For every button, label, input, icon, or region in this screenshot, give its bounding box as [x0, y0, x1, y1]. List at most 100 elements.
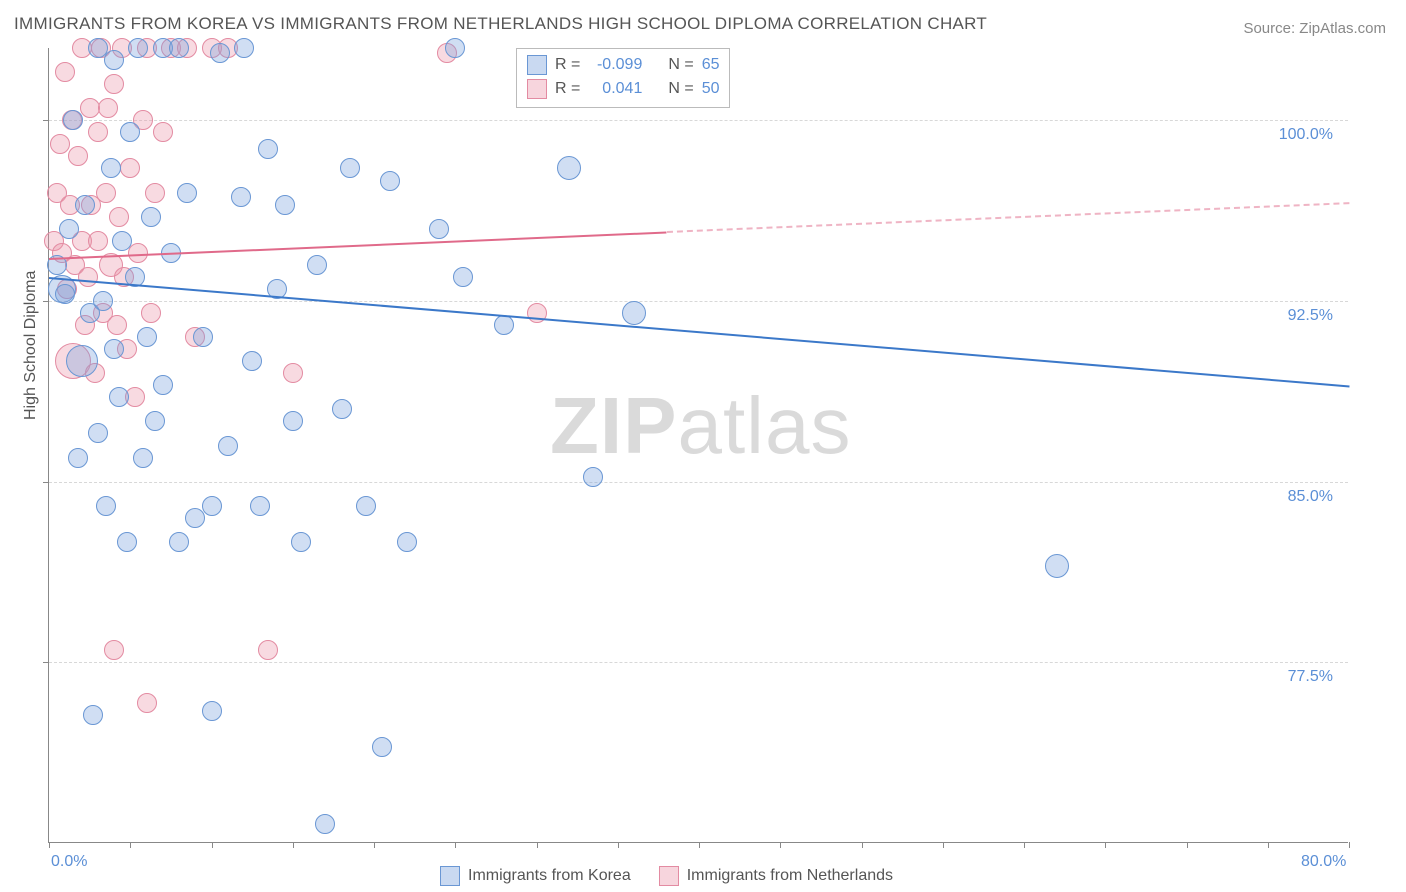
x-tick-label: 0.0% — [51, 853, 87, 871]
data-point — [88, 122, 108, 142]
data-point — [332, 399, 352, 419]
data-point — [193, 327, 213, 347]
data-point — [397, 532, 417, 552]
data-point — [250, 496, 270, 516]
x-tick-mark — [699, 842, 700, 848]
x-tick-mark — [293, 842, 294, 848]
r-value-pink: 0.041 — [588, 77, 642, 101]
x-tick-mark — [374, 842, 375, 848]
data-point — [120, 122, 140, 142]
data-point — [210, 43, 230, 63]
data-point — [380, 171, 400, 191]
data-point — [66, 345, 98, 377]
legend-item-blue: Immigrants from Korea — [440, 866, 631, 886]
r-label: R = — [555, 53, 580, 77]
gridline — [49, 482, 1348, 483]
data-point — [96, 496, 116, 516]
y-tick-mark — [43, 662, 49, 663]
r-value-blue: -0.099 — [588, 53, 642, 77]
data-point — [141, 303, 161, 323]
data-point — [283, 363, 303, 383]
data-point — [55, 62, 75, 82]
data-point — [177, 183, 197, 203]
data-point — [494, 315, 514, 335]
data-point — [1045, 554, 1069, 578]
gridline — [49, 662, 1348, 663]
data-point — [340, 158, 360, 178]
data-point — [88, 231, 108, 251]
r-label: R = — [555, 77, 580, 101]
data-point — [583, 467, 603, 487]
data-point — [258, 640, 278, 660]
data-point — [429, 219, 449, 239]
data-point — [258, 139, 278, 159]
x-tick-mark — [780, 842, 781, 848]
data-point — [104, 339, 124, 359]
n-value-blue: 65 — [702, 53, 720, 77]
x-tick-mark — [455, 842, 456, 848]
data-point — [153, 122, 173, 142]
x-tick-mark — [537, 842, 538, 848]
data-point — [307, 255, 327, 275]
data-point — [557, 156, 581, 180]
chart-title: IMMIGRANTS FROM KOREA VS IMMIGRANTS FROM… — [14, 14, 987, 34]
legend-label-pink: Immigrants from Netherlands — [687, 867, 893, 885]
data-point — [109, 207, 129, 227]
gridline — [49, 301, 1348, 302]
data-point — [128, 38, 148, 58]
data-point — [83, 705, 103, 725]
swatch-pink-icon — [527, 79, 547, 99]
y-tick-label: 77.5% — [1288, 668, 1333, 686]
x-tick-mark — [1268, 842, 1269, 848]
data-point — [137, 327, 157, 347]
trend-line — [49, 277, 1349, 387]
data-point — [128, 243, 148, 263]
data-point — [93, 291, 113, 311]
data-point — [275, 195, 295, 215]
gridline — [49, 120, 1348, 121]
y-tick-mark — [43, 120, 49, 121]
trend-line — [666, 202, 1349, 233]
legend-item-pink: Immigrants from Netherlands — [659, 866, 893, 886]
data-point — [68, 448, 88, 468]
x-tick-mark — [1349, 842, 1350, 848]
correlation-legend-box: R = -0.099 N = 65 R = 0.041 N = 50 — [516, 48, 730, 108]
source-attribution: Source: ZipAtlas.com — [1243, 20, 1386, 37]
x-tick-mark — [862, 842, 863, 848]
data-point — [75, 195, 95, 215]
data-point — [101, 158, 121, 178]
data-point — [315, 814, 335, 834]
data-point — [104, 640, 124, 660]
data-point — [104, 74, 124, 94]
data-point — [117, 532, 137, 552]
x-tick-mark — [212, 842, 213, 848]
data-point — [291, 532, 311, 552]
y-axis-label: High School Diploma — [22, 271, 40, 420]
x-tick-mark — [618, 842, 619, 848]
data-point — [55, 284, 75, 304]
bottom-legend: Immigrants from Korea Immigrants from Ne… — [440, 866, 893, 886]
x-tick-mark — [1187, 842, 1188, 848]
data-point — [50, 134, 70, 154]
data-point — [283, 411, 303, 431]
x-tick-mark — [1105, 842, 1106, 848]
n-label: N = — [668, 77, 693, 101]
data-point — [242, 351, 262, 371]
data-point — [202, 496, 222, 516]
data-point — [372, 737, 392, 757]
y-tick-mark — [43, 482, 49, 483]
data-point — [445, 38, 465, 58]
data-point — [202, 701, 222, 721]
data-point — [98, 98, 118, 118]
data-point — [141, 207, 161, 227]
data-point — [234, 38, 254, 58]
y-tick-mark — [43, 301, 49, 302]
data-point — [153, 375, 173, 395]
data-point — [68, 146, 88, 166]
data-point — [169, 38, 189, 58]
data-point — [231, 187, 251, 207]
n-value-pink: 50 — [702, 77, 720, 101]
data-point — [622, 301, 646, 325]
data-point — [104, 50, 124, 70]
data-point — [137, 693, 157, 713]
